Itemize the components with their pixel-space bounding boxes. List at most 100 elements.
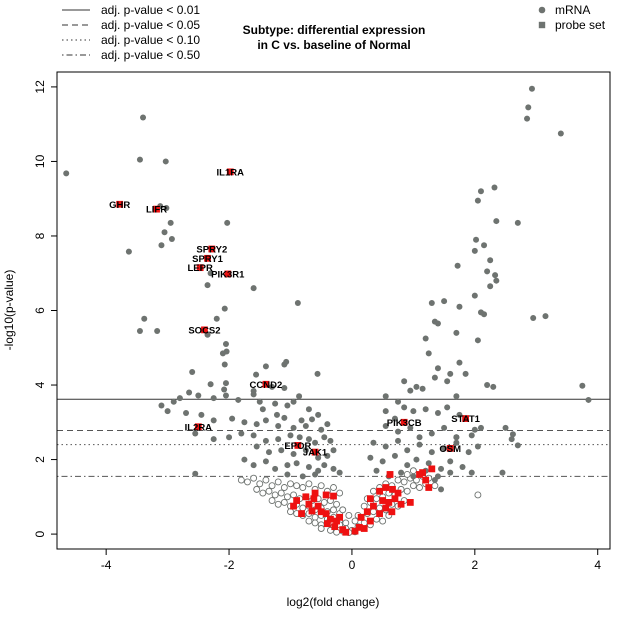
mrna-point [256, 398, 263, 405]
mrna-point [431, 477, 438, 484]
mrna-point [459, 464, 466, 471]
mrna-point-open [409, 467, 417, 475]
mrna-point [468, 432, 475, 439]
mrna-point [290, 424, 297, 431]
mrna-point [284, 462, 291, 469]
mrna-point-open [333, 500, 341, 508]
legend-label: adj. p-value < 0.05 [101, 18, 200, 32]
mrna-point [490, 383, 497, 390]
mrna-point [259, 406, 266, 413]
mrna-point [318, 426, 325, 433]
probe-set-point [226, 168, 234, 176]
probe-set-point [376, 510, 383, 517]
mrna-point [416, 441, 423, 448]
probe-set-points [116, 168, 470, 536]
mrna-point [477, 309, 484, 316]
mrna-point [275, 436, 282, 443]
mrna-point [413, 456, 420, 463]
mrna-point [168, 235, 175, 242]
probe-set-point [294, 442, 302, 449]
plot-frame [56, 71, 611, 550]
mrna-point [514, 442, 521, 449]
mrna-point [315, 454, 322, 461]
x-axis: -4 -2 0 2 4 [101, 548, 601, 572]
mrna-point [428, 430, 435, 437]
probe-set-point [208, 245, 216, 253]
gene-label: LEPR [187, 263, 212, 274]
probe-set-point [389, 485, 396, 493]
mrna-point-open [400, 478, 408, 486]
mrna-point [367, 454, 374, 461]
mrna-point-open [345, 512, 353, 519]
mrna-point [484, 268, 491, 275]
mrna-point [213, 315, 220, 322]
mrna-point [373, 467, 380, 474]
mrna-point [382, 408, 389, 415]
mrna-point [336, 469, 343, 476]
probe-set-point [388, 508, 396, 516]
mrna-point [158, 402, 165, 409]
mrna-point [223, 348, 230, 355]
gene-label: OSM [439, 444, 461, 455]
mrna-point [210, 417, 217, 424]
probe-set-point [446, 444, 454, 452]
mrna-point [253, 371, 260, 378]
mrna-point [391, 415, 398, 422]
mrna-point [250, 391, 257, 398]
mrna-point [238, 430, 245, 437]
mrna-point [465, 449, 472, 456]
mrna-point [314, 370, 321, 377]
mrna-point [468, 469, 475, 476]
probe-set-point [196, 264, 204, 272]
mrna-point [192, 470, 199, 477]
gene-label: IL2RA [185, 422, 213, 433]
mrna-point [404, 462, 411, 469]
mrna-point-open [290, 491, 298, 499]
gene-label: GHR [109, 200, 130, 211]
mrna-point-open [369, 487, 377, 495]
mrna-point [327, 437, 334, 444]
mrna-point [453, 434, 460, 441]
mrna-point [410, 473, 417, 480]
mrna-point [253, 421, 260, 428]
mrna-point [262, 363, 269, 370]
mrna-point [473, 236, 480, 243]
probe-set-point [391, 495, 399, 503]
mrna-point [508, 436, 515, 443]
gene-label: SPRY2 [196, 245, 227, 256]
legend-label: adj. p-value < 0.50 [101, 48, 200, 62]
mrna-point [299, 473, 306, 480]
mrna-point [401, 378, 408, 385]
probe-set-point [311, 489, 319, 497]
y-tick-label: 0 [33, 530, 47, 537]
mrna-point [444, 404, 451, 411]
mrna-point-open [403, 471, 411, 478]
mrna-point [419, 385, 426, 392]
mrna-point [428, 449, 435, 456]
mrna-filled-points [63, 85, 592, 493]
probe-set-point [298, 510, 305, 517]
probe-set-point [462, 415, 470, 422]
mrna-point [281, 414, 288, 421]
mrna-point [422, 335, 429, 342]
mrna-point-open [299, 484, 307, 491]
mrna-point [298, 417, 305, 424]
x-tick-label: -4 [101, 558, 112, 572]
mrna-point [447, 469, 454, 476]
mrna-point-open [268, 482, 276, 490]
y-tick-label: 8 [33, 232, 47, 239]
mrna-point [195, 392, 202, 399]
probe-set-point [314, 502, 322, 510]
mrna-point-open [330, 506, 337, 514]
mrna-point [278, 447, 285, 454]
mrna-point [528, 85, 535, 92]
mrna-point [542, 313, 549, 320]
mrna-point [502, 424, 509, 431]
mrna-point-open [250, 474, 258, 482]
mrna-point [293, 460, 300, 467]
mrna-point [370, 439, 377, 446]
legend-label: adj. p-value < 0.10 [101, 33, 200, 47]
probe-set-point [366, 517, 374, 525]
mrna-point [434, 365, 441, 372]
mrna-point [272, 465, 279, 472]
